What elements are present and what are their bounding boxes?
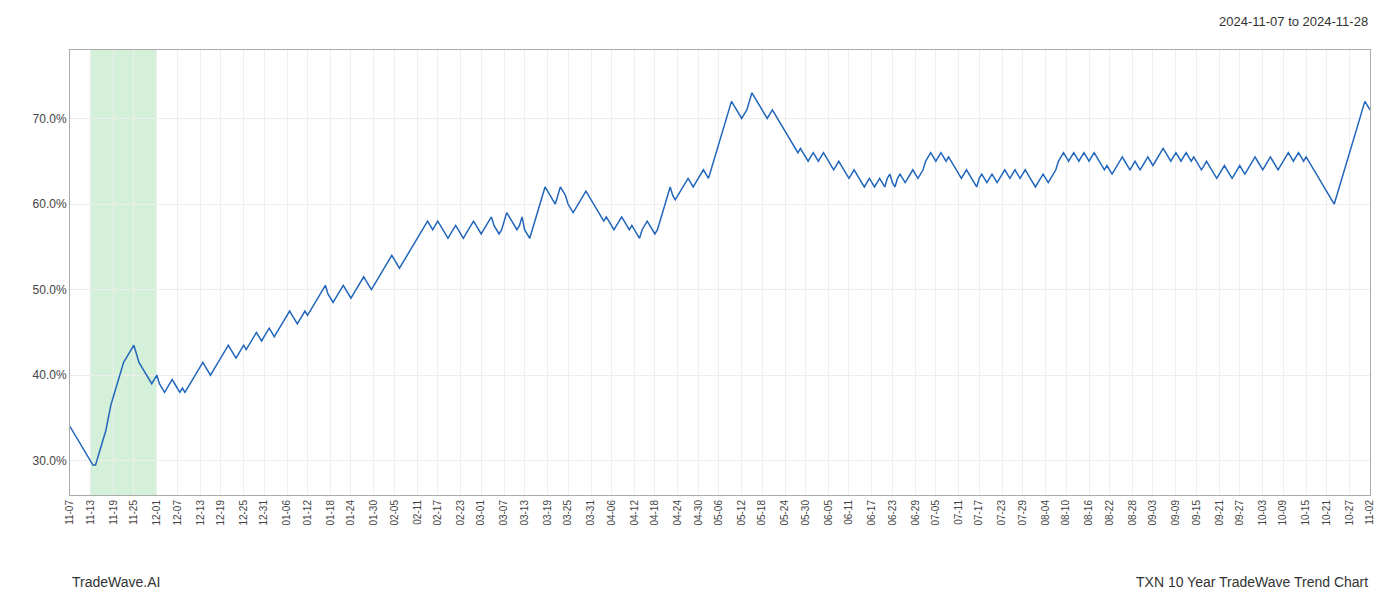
svg-text:09-09: 09-09: [1170, 500, 1181, 526]
svg-text:04-18: 04-18: [649, 500, 660, 526]
svg-text:04-30: 04-30: [693, 500, 704, 526]
svg-text:05-30: 05-30: [800, 500, 811, 526]
svg-text:11-07: 11-07: [64, 500, 75, 525]
svg-text:10-27: 10-27: [1344, 500, 1355, 526]
svg-text:05-12: 05-12: [736, 500, 747, 526]
svg-text:10-21: 10-21: [1321, 500, 1332, 526]
svg-text:70.0%: 70.0%: [33, 112, 67, 126]
svg-text:08-28: 08-28: [1127, 500, 1138, 526]
svg-text:2024-11-07 to 2024-11-28: 2024-11-07 to 2024-11-28: [1219, 14, 1368, 29]
svg-text:50.0%: 50.0%: [33, 283, 67, 297]
svg-text:12-07: 12-07: [172, 500, 183, 526]
svg-text:03-31: 03-31: [585, 500, 596, 526]
svg-text:40.0%: 40.0%: [33, 368, 67, 382]
svg-text:03-25: 03-25: [562, 500, 573, 526]
svg-text:12-25: 12-25: [238, 500, 249, 526]
svg-text:04-24: 04-24: [672, 500, 683, 526]
svg-text:07-23: 07-23: [996, 500, 1007, 526]
svg-text:11-13: 11-13: [85, 500, 96, 525]
svg-text:04-06: 04-06: [606, 500, 617, 526]
svg-text:10-09: 10-09: [1277, 500, 1288, 526]
svg-text:07-11: 07-11: [953, 500, 964, 525]
svg-text:06-05: 06-05: [823, 500, 834, 526]
svg-text:TradeWave.AI: TradeWave.AI: [72, 574, 160, 590]
svg-text:30.0%: 30.0%: [33, 454, 67, 468]
svg-text:09-21: 09-21: [1214, 500, 1225, 526]
svg-text:07-29: 07-29: [1017, 500, 1028, 526]
svg-text:08-04: 08-04: [1040, 500, 1051, 526]
svg-text:12-01: 12-01: [151, 500, 162, 526]
svg-text:07-05: 07-05: [930, 500, 941, 526]
svg-text:01-30: 01-30: [368, 500, 379, 526]
svg-text:03-19: 03-19: [542, 500, 553, 526]
svg-text:01-24: 01-24: [345, 500, 356, 526]
svg-text:11-02: 11-02: [1364, 500, 1375, 525]
svg-text:12-19: 12-19: [215, 500, 226, 526]
svg-text:10-03: 10-03: [1257, 500, 1268, 526]
svg-text:02-23: 02-23: [455, 500, 466, 526]
svg-text:07-17: 07-17: [973, 500, 984, 526]
svg-text:01-18: 01-18: [325, 500, 336, 526]
svg-text:02-11: 02-11: [412, 500, 423, 525]
svg-text:06-11: 06-11: [843, 500, 854, 525]
svg-text:09-15: 09-15: [1191, 500, 1202, 526]
svg-text:04-12: 04-12: [629, 500, 640, 526]
svg-text:03-01: 03-01: [475, 500, 486, 526]
svg-text:05-06: 05-06: [713, 500, 724, 526]
svg-text:11-25: 11-25: [128, 500, 139, 525]
svg-text:12-31: 12-31: [258, 500, 269, 526]
svg-text:10-15: 10-15: [1300, 500, 1311, 526]
svg-text:09-27: 09-27: [1234, 500, 1245, 526]
svg-text:09-03: 09-03: [1147, 500, 1158, 526]
svg-text:08-16: 08-16: [1083, 500, 1094, 526]
svg-text:01-12: 01-12: [302, 500, 313, 526]
svg-text:TXN 10 Year TradeWave Trend Ch: TXN 10 Year TradeWave Trend Chart: [1136, 574, 1368, 590]
svg-text:01-06: 01-06: [281, 500, 292, 526]
svg-text:05-24: 05-24: [779, 500, 790, 526]
svg-text:08-22: 08-22: [1104, 500, 1115, 526]
svg-text:06-23: 06-23: [887, 500, 898, 526]
svg-text:02-05: 02-05: [389, 500, 400, 526]
svg-text:08-10: 08-10: [1060, 500, 1071, 526]
svg-text:12-13: 12-13: [195, 500, 206, 526]
svg-text:06-29: 06-29: [910, 500, 921, 526]
svg-text:02-17: 02-17: [432, 500, 443, 526]
svg-text:03-13: 03-13: [519, 500, 530, 526]
svg-text:60.0%: 60.0%: [33, 197, 67, 211]
svg-text:03-07: 03-07: [498, 500, 509, 526]
svg-text:06-17: 06-17: [866, 500, 877, 526]
svg-text:11-19: 11-19: [108, 500, 119, 525]
svg-text:05-18: 05-18: [756, 500, 767, 526]
